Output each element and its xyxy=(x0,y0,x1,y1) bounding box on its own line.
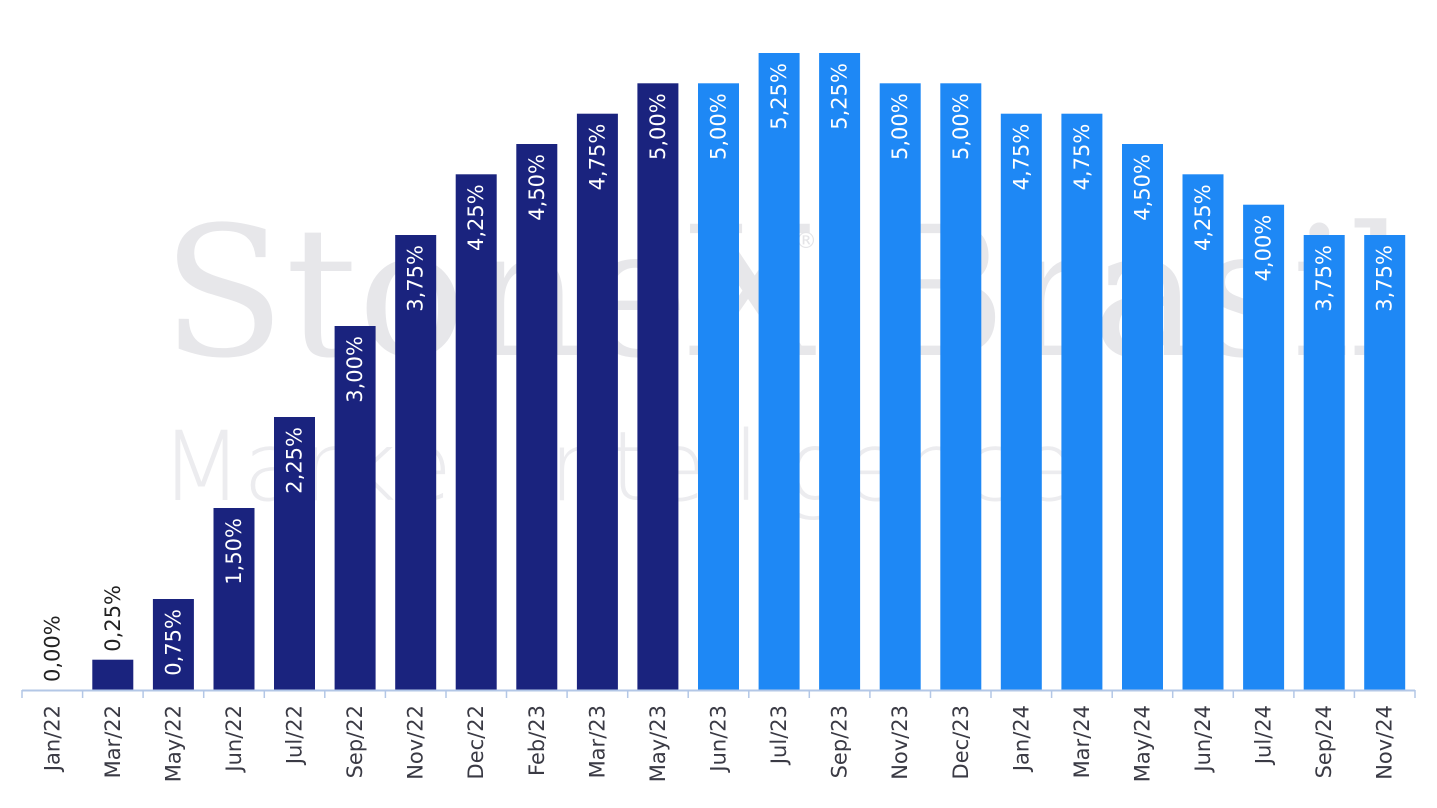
x-axis-tick-label: Mar/22 xyxy=(101,705,125,778)
bar-value-label: 5,00% xyxy=(707,93,731,160)
x-axis-tick-label: Sep/22 xyxy=(343,705,367,778)
x-axis-tick-label: Jun/23 xyxy=(707,705,731,774)
bar-value-label: 4,75% xyxy=(585,124,609,191)
x-axis-tick-label: Jun/24 xyxy=(1191,705,1215,774)
bar-value-label: 4,25% xyxy=(1191,184,1215,251)
bar xyxy=(1000,113,1042,690)
x-axis-tick-label: May/24 xyxy=(1131,705,1155,782)
x-axis-tick-label: Jun/22 xyxy=(222,705,246,774)
bar xyxy=(1122,144,1163,690)
bar xyxy=(1061,113,1103,690)
bar-value-label: 5,25% xyxy=(828,63,852,130)
bar-value-label: 3,75% xyxy=(1312,245,1336,312)
x-axis-tick-label: Jan/24 xyxy=(1009,705,1033,773)
watermark-registered-mark: ® xyxy=(795,229,817,254)
bar-value-label: 3,75% xyxy=(1373,245,1397,312)
bar xyxy=(213,508,255,690)
bar xyxy=(334,326,376,690)
bar-value-label: 4,50% xyxy=(1131,154,1155,221)
bar xyxy=(576,113,618,690)
x-axis-tick-label: Nov/22 xyxy=(404,705,428,780)
bar xyxy=(516,144,558,690)
x-axis-tick-label: Mar/24 xyxy=(1070,705,1094,778)
bar-value-label: 0,75% xyxy=(161,609,185,676)
bar xyxy=(1243,204,1285,690)
bar xyxy=(274,417,315,690)
bar-value-label: 0,25% xyxy=(101,585,125,652)
bar xyxy=(879,83,921,691)
bar-value-label: 3,75% xyxy=(404,245,428,312)
bar-value-label: 5,00% xyxy=(949,93,973,160)
bar-value-label: 4,50% xyxy=(525,154,549,221)
bar xyxy=(819,53,861,690)
x-axis-tick-label: Sep/23 xyxy=(828,705,852,778)
bar-value-label: 4,75% xyxy=(1009,124,1033,191)
bar xyxy=(1182,174,1224,691)
bar xyxy=(698,83,739,691)
bar xyxy=(395,235,437,690)
bar xyxy=(758,53,800,690)
value-labels: 0,00% 0,25% 0,75% 1,50% 2,25% 3,00% 3,75% 4,25%… xyxy=(40,63,1396,682)
bar-value-label: 0,00% xyxy=(40,615,64,682)
bar xyxy=(455,174,497,691)
x-axis-tick-label: Sep/24 xyxy=(1312,705,1336,778)
bar xyxy=(940,83,982,691)
x-axis-tick-label: Jul/24 xyxy=(1252,705,1276,766)
bar-value-label: 1,50% xyxy=(222,518,246,585)
x-axis-tick-label: May/22 xyxy=(161,705,185,782)
bar-value-label: 5,00% xyxy=(888,93,912,160)
bar xyxy=(92,659,134,690)
x-axis-tick-labels: Jan/22 Mar/22 May/22 Jun/22 Jul/22 Sep/22 Nov/… xyxy=(40,705,1396,782)
x-axis-tick-label: Mar/23 xyxy=(585,705,609,778)
x-axis-tick-label: Feb/23 xyxy=(525,705,549,776)
bar-value-label: 2,25% xyxy=(283,427,307,494)
x-axis-tick-label: Dec/22 xyxy=(464,705,488,779)
x-axis-tick-label: Jan/22 xyxy=(40,705,64,773)
x-axis-tick-label: May/23 xyxy=(646,705,670,782)
bar-value-label: 5,25% xyxy=(767,63,791,130)
x-axis-tick-label: Nov/24 xyxy=(1373,705,1397,780)
x-axis-ticks xyxy=(21,690,1416,698)
bar-value-label: 4,25% xyxy=(464,184,488,251)
x-axis-tick-label: Nov/23 xyxy=(888,705,912,780)
bar xyxy=(637,83,679,691)
x-axis-tick-label: Jul/23 xyxy=(767,705,791,766)
bar-value-label: 5,00% xyxy=(646,93,670,160)
bar-value-label: 4,00% xyxy=(1252,215,1276,282)
bar xyxy=(1303,235,1345,690)
bar-value-label: 4,75% xyxy=(1070,124,1094,191)
x-axis-tick-label: Dec/23 xyxy=(949,705,973,779)
x-axis-tick-label: Jul/22 xyxy=(283,705,307,766)
bar-value-label: 3,00% xyxy=(343,336,367,403)
bar xyxy=(152,599,194,690)
bar xyxy=(1364,235,1406,690)
bars xyxy=(92,53,1406,691)
